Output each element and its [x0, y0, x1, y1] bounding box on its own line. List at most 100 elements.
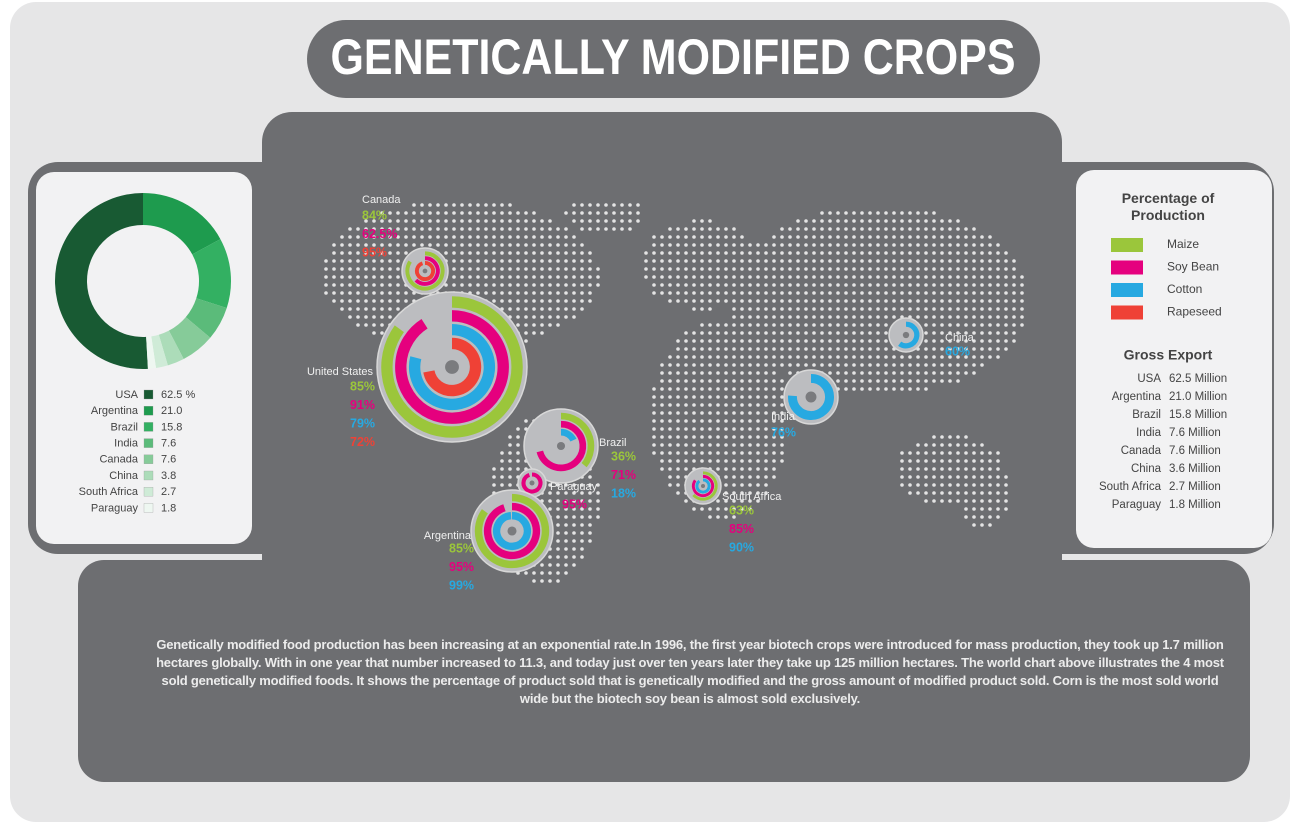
map-dot — [892, 363, 896, 367]
map-dot — [940, 483, 944, 487]
ring-arc — [691, 474, 715, 498]
country-label: Argentina — [424, 530, 472, 542]
map-dot — [676, 443, 680, 447]
map-dot — [988, 331, 992, 335]
map-dot — [780, 283, 784, 287]
map-dot — [396, 291, 400, 295]
map-dot — [892, 251, 896, 255]
legend-swatch — [143, 470, 154, 481]
map-dot — [724, 227, 728, 231]
map-dot — [436, 235, 440, 239]
map-dot — [948, 363, 952, 367]
map-dot — [732, 475, 736, 479]
map-dot — [708, 427, 712, 431]
map-dot — [412, 219, 416, 223]
map-dot — [660, 379, 664, 383]
map-dot — [668, 251, 672, 255]
map-dot — [852, 355, 856, 359]
map-dot — [892, 387, 896, 391]
map-dot — [868, 275, 872, 279]
map-dot — [780, 307, 784, 311]
map-dot — [860, 259, 864, 263]
map-dot — [780, 251, 784, 255]
map-dot — [348, 275, 352, 279]
map-dot — [852, 235, 856, 239]
map-dot — [532, 227, 536, 231]
map-dot — [684, 419, 688, 423]
ring-arc — [560, 428, 577, 442]
map-dot — [340, 267, 344, 271]
map-dot — [588, 251, 592, 255]
donut-slice — [168, 317, 211, 360]
map-dot — [860, 267, 864, 271]
map-dot — [988, 515, 992, 519]
map-dot — [524, 419, 528, 423]
map-dot — [820, 219, 824, 223]
map-dot — [924, 387, 928, 391]
map-dot — [484, 219, 488, 223]
map-dot — [508, 227, 512, 231]
map-dot — [748, 307, 752, 311]
ring-center — [701, 484, 705, 488]
map-dot — [556, 307, 560, 311]
map-dot — [396, 243, 400, 247]
map-dot — [548, 555, 552, 559]
map-dot — [596, 483, 600, 487]
map-dot — [396, 251, 400, 255]
map-dot — [964, 267, 968, 271]
map-dot — [796, 251, 800, 255]
map-dot — [716, 507, 720, 511]
map-dot — [700, 251, 704, 255]
map-dot — [468, 267, 472, 271]
map-dot — [564, 523, 568, 527]
map-dot — [828, 267, 832, 271]
map-dot — [788, 235, 792, 239]
map-dot — [956, 275, 960, 279]
map-dot — [556, 531, 560, 535]
map-dot — [828, 219, 832, 223]
legend-swatch — [143, 422, 154, 432]
legend-swatch — [143, 389, 154, 400]
map-dot — [700, 259, 704, 263]
map-dot — [772, 411, 776, 415]
map-dot — [364, 235, 368, 239]
map-dot — [708, 267, 712, 271]
map-dot — [556, 539, 560, 543]
map-dot — [860, 387, 864, 391]
map-dot — [484, 267, 488, 271]
map-dot — [1020, 291, 1024, 295]
map-dot — [356, 243, 360, 247]
map-dot — [332, 275, 336, 279]
map-dot — [572, 275, 576, 279]
map-dot — [948, 435, 952, 439]
map-dot — [708, 507, 712, 511]
map-dot — [436, 219, 440, 223]
map-dot — [380, 227, 384, 231]
map-dot — [492, 291, 496, 295]
map-dot — [572, 251, 576, 255]
map-dot — [980, 251, 984, 255]
map-dot — [740, 395, 744, 399]
map-dot — [564, 563, 568, 567]
map-dot — [716, 331, 720, 335]
map-dot — [900, 275, 904, 279]
map-dot — [356, 315, 360, 319]
map-dot — [628, 203, 632, 207]
map-dot — [932, 435, 936, 439]
map-dot — [748, 291, 752, 295]
map-dot — [972, 491, 976, 495]
map-dot — [900, 467, 904, 471]
map-dot — [956, 443, 960, 447]
map-dot — [484, 203, 488, 207]
map-dot — [556, 547, 560, 551]
map-dot — [684, 243, 688, 247]
map-dot — [660, 403, 664, 407]
map-dot — [844, 371, 848, 375]
map-dot — [780, 339, 784, 343]
map-dot — [828, 347, 832, 351]
map-dot — [924, 323, 928, 327]
map-dot — [788, 315, 792, 319]
map-dot — [380, 299, 384, 303]
map-dot — [716, 299, 720, 303]
map-dot — [988, 491, 992, 495]
